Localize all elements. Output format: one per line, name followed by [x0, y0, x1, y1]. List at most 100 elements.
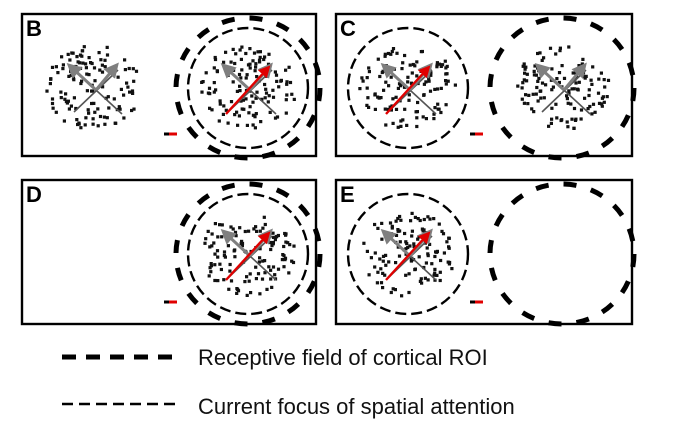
stimulus-dot: [49, 77, 53, 81]
stimulus-dot: [284, 111, 288, 115]
fixation-mark: [470, 132, 475, 136]
stimulus-dot: [65, 101, 69, 105]
stimulus-dot: [210, 244, 214, 248]
stimulus-dot: [232, 249, 236, 253]
stimulus-dot: [397, 254, 402, 258]
stimulus-dot: [105, 53, 110, 57]
stimulus-dot: [284, 68, 288, 72]
stimulus-dot: [208, 245, 212, 249]
stimulus-dot: [410, 229, 414, 233]
stimulus-dot: [231, 47, 235, 51]
stimulus-dot: [388, 105, 392, 109]
stimulus-dot: [275, 79, 279, 83]
stimulus-dot: [104, 96, 108, 100]
stimulus-dot: [599, 102, 604, 106]
stimulus-dot: [566, 101, 570, 105]
stimulus-dot: [433, 254, 437, 259]
stimulus-dot: [254, 96, 258, 100]
stimulus-dot: [551, 85, 555, 89]
stimulus-dot: [436, 87, 440, 91]
stimulus-dot: [377, 96, 381, 100]
stimulus-dot: [216, 235, 220, 239]
stimulus-dot: [373, 93, 377, 97]
stimulus-dot: [407, 98, 411, 102]
stimulus-dot: [399, 124, 403, 128]
stimulus-dot: [399, 84, 403, 88]
stimulus-dot: [567, 91, 571, 95]
stimulus-dot: [238, 89, 242, 93]
stimulus-dot: [439, 64, 443, 68]
stimulus-dot: [250, 94, 254, 98]
stimulus-dot: [265, 287, 269, 291]
stimulus-dot: [373, 107, 377, 111]
stimulus-dot: [269, 268, 273, 272]
stimulus-dot: [565, 120, 569, 124]
stimulus-dot: [386, 107, 390, 111]
stimulus-dot: [566, 125, 570, 129]
stimulus-dot: [254, 225, 258, 229]
stimulus-dot: [292, 244, 296, 248]
stimulus-dot: [106, 95, 110, 99]
stimulus-dot: [85, 72, 89, 76]
legend-rf-label: Receptive field of cortical ROI: [198, 345, 488, 370]
stimulus-dot: [376, 57, 380, 61]
stimulus-dot: [422, 217, 426, 222]
stimulus-dot: [396, 229, 400, 233]
gray-arrow: [220, 228, 252, 258]
stimulus-dot: [200, 90, 204, 94]
stimulus-dot: [255, 229, 259, 233]
stimulus-dot: [577, 64, 581, 68]
stimulus-dot: [287, 65, 291, 69]
stimulus-dot: [218, 223, 222, 227]
stimulus-dot: [228, 269, 232, 273]
stimulus-dot: [283, 256, 288, 260]
stimulus-dot: [291, 260, 296, 265]
stimulus-dot: [233, 113, 237, 117]
stimulus-dot: [267, 52, 271, 56]
stimulus-dot: [235, 110, 239, 114]
stimulus-dot: [235, 89, 239, 93]
stimulus-dot: [78, 61, 82, 65]
stimulus-dot: [577, 80, 581, 84]
stimulus-dot: [414, 110, 418, 114]
stimulus-dot: [204, 71, 208, 75]
stimulus-dot: [258, 256, 262, 260]
stimulus-dot: [244, 76, 248, 80]
stimulus-dot: [263, 82, 267, 87]
stimulus-dot: [72, 96, 76, 100]
stimulus-dot: [240, 45, 244, 49]
stimulus-dot: [381, 286, 385, 290]
stimulus-dot: [413, 215, 417, 219]
stimulus-dot: [287, 271, 291, 275]
receptive-field-circle: [173, 15, 323, 161]
fixation-mark: [475, 132, 483, 136]
stimulus-dot: [583, 76, 587, 80]
stimulus-dot: [387, 84, 391, 88]
stimulus-dot: [118, 107, 122, 111]
panel-c: C: [334, 12, 637, 161]
stimulus-dot: [383, 52, 387, 56]
stimulus-dot: [87, 56, 91, 60]
stimulus-dot: [426, 252, 430, 256]
stimulus-dot: [222, 278, 226, 282]
stimulus-dot: [286, 241, 290, 245]
stimulus-dot: [365, 86, 369, 90]
fixation-mark: [470, 300, 475, 304]
stimulus-dot: [554, 52, 558, 56]
stimulus-dot: [436, 102, 440, 106]
stimulus-dot: [530, 107, 534, 111]
stimulus-dot: [406, 245, 410, 250]
stimulus-dot: [101, 85, 105, 89]
stimulus-dot: [236, 123, 240, 127]
stimulus-dot: [235, 287, 239, 291]
stimulus-dot: [365, 249, 369, 253]
stimulus-dot: [599, 71, 603, 75]
stimulus-dot: [605, 95, 609, 99]
stimulus-dot: [531, 92, 535, 96]
stimulus-dot: [213, 57, 218, 62]
stimulus-dot: [404, 240, 408, 244]
stimulus-dot: [220, 223, 224, 227]
stimulus-dot: [403, 107, 407, 111]
stimulus-dot: [66, 99, 70, 103]
stimulus-dot: [260, 97, 264, 101]
